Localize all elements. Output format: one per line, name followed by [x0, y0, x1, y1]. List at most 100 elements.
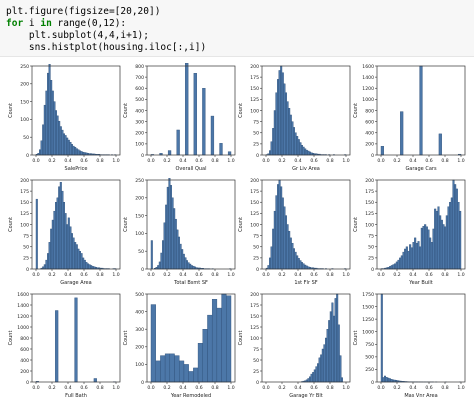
- histogram-bar: [57, 116, 59, 155]
- code-line: plt.subplot(4,4,i+1);: [6, 30, 149, 41]
- histogram-bar: [39, 150, 41, 155]
- histogram-bar: [92, 266, 94, 269]
- histogram-bar: [293, 249, 295, 269]
- histogram-bar: [58, 121, 60, 155]
- histogram-bar: [384, 376, 386, 382]
- y-tick-label: 1600: [17, 292, 29, 298]
- histogram-bar: [301, 145, 303, 155]
- x-tick-label: 1.0: [342, 385, 349, 391]
- y-tick-label: 400: [20, 358, 29, 364]
- x-axis-label: Total Bsmt SF: [173, 280, 208, 286]
- histogram-bar: [71, 233, 73, 269]
- y-axis-label: Count: [238, 331, 244, 346]
- y-tick-label: 125: [20, 211, 29, 217]
- x-tick-label: 1.0: [112, 385, 119, 391]
- histogram-bar: [336, 294, 338, 382]
- histogram-bar: [389, 266, 391, 269]
- y-tick-label: 50: [253, 358, 259, 364]
- x-tick-label: 1.0: [457, 272, 464, 278]
- y-tick-label: 150: [250, 200, 259, 206]
- x-tick-label: 0.0: [147, 158, 154, 164]
- histogram-bar: [52, 220, 54, 269]
- x-tick-label: 0.6: [195, 158, 202, 164]
- code-line: sns.histplot(housing.iloc[:,i]): [6, 42, 206, 53]
- histogram-bar: [309, 377, 311, 382]
- x-tick-label: 0.8: [441, 158, 448, 164]
- histogram-bar: [164, 223, 166, 269]
- histogram-bar: [86, 262, 88, 269]
- histogram-bar: [160, 356, 165, 382]
- histogram-bar: [429, 238, 431, 269]
- code-cell[interactable]: plt.figure(figsize=[20,20])for i in rang…: [0, 0, 474, 57]
- y-tick-label: 800: [135, 64, 144, 70]
- x-tick-label: 0.6: [80, 158, 87, 164]
- y-tick-label: 250: [135, 178, 144, 184]
- histogram-bar: [441, 220, 443, 269]
- histogram-bar: [76, 245, 78, 269]
- histogram-bar: [73, 146, 75, 155]
- y-tick-label: 200: [135, 131, 144, 137]
- histogram-bar: [434, 209, 436, 269]
- histogram-bar: [269, 258, 271, 269]
- y-tick-label: 100: [250, 108, 259, 114]
- y-tick-label: 50: [23, 245, 29, 251]
- histogram-bar: [438, 207, 440, 269]
- histogram-bar: [211, 116, 214, 155]
- histogram-bar: [228, 152, 231, 155]
- histogram-bar: [66, 138, 68, 155]
- histogram-bar: [333, 316, 335, 382]
- histogram-bar: [285, 216, 287, 269]
- histogram-bar: [451, 198, 453, 269]
- histogram-bar: [271, 142, 273, 155]
- histogram-bar: [419, 247, 421, 269]
- histogram-bar: [423, 226, 425, 269]
- x-tick-label: 0.2: [48, 272, 55, 278]
- x-tick-label: 0.8: [441, 385, 448, 391]
- histogram-bar: [47, 73, 49, 155]
- histogram-bar: [55, 311, 58, 383]
- histogram-bar: [309, 152, 311, 155]
- x-tick-label: 0.4: [294, 272, 301, 278]
- x-tick-label: 0.2: [393, 158, 400, 164]
- x-tick-label: 0.4: [64, 385, 71, 391]
- y-axis-label: Count: [123, 103, 129, 118]
- y-tick-label: 0: [26, 153, 29, 159]
- x-tick-label: 0.6: [80, 272, 87, 278]
- histogram-bar: [63, 202, 65, 269]
- histogram-bar: [280, 66, 282, 155]
- histogram-bar: [284, 84, 286, 155]
- histogram-bar: [49, 64, 51, 155]
- x-tick-label: 1.0: [457, 158, 464, 164]
- y-tick-label: 150: [250, 86, 259, 92]
- histogram-bar: [409, 245, 411, 269]
- y-tick-label: 1200: [362, 86, 374, 92]
- x-tick-label: 0.8: [326, 385, 333, 391]
- histogram-bar: [312, 372, 314, 382]
- x-axis-label: Gr Liv Area: [292, 166, 320, 172]
- histogram-bar: [193, 368, 198, 382]
- histogram-bar: [424, 225, 426, 270]
- histogram-bar: [391, 265, 393, 269]
- y-tick-label: 25: [253, 142, 259, 148]
- code-token: i: [23, 18, 40, 29]
- y-tick-label: 300: [135, 327, 144, 333]
- y-tick-label: 0: [371, 380, 374, 386]
- y-tick-label: 75: [253, 347, 259, 353]
- y-tick-label: 150: [365, 200, 374, 206]
- y-tick-label: 100: [250, 336, 259, 342]
- histogram-bar: [383, 377, 385, 382]
- y-axis-label: Count: [8, 217, 14, 232]
- histogram-bar: [165, 205, 167, 269]
- y-tick-label: 250: [20, 64, 29, 70]
- x-tick-label: 0.6: [195, 272, 202, 278]
- histogram-bar: [41, 141, 43, 155]
- y-tick-label: 75: [368, 233, 374, 239]
- histogram-bar: [272, 128, 274, 155]
- y-tick-label: 1000: [362, 330, 374, 336]
- histogram-bar: [151, 305, 156, 382]
- histogram-bar: [459, 211, 461, 269]
- histogram-bar: [279, 180, 281, 269]
